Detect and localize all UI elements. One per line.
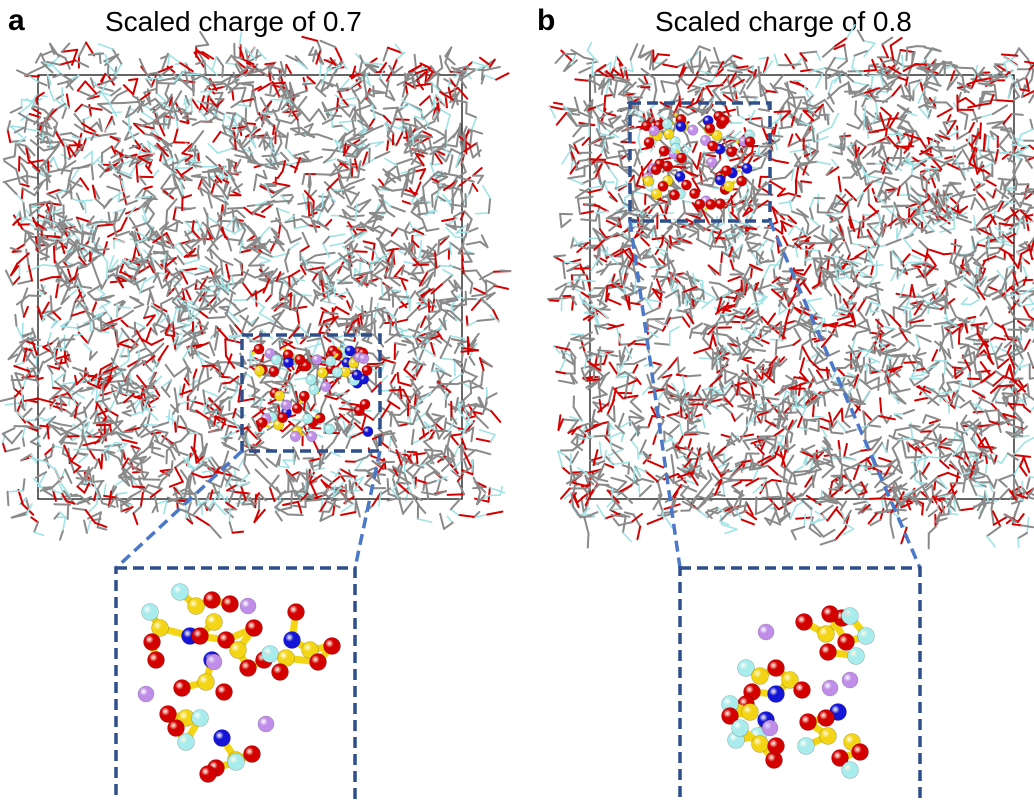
zoom-line-a-left	[114, 449, 244, 570]
panel-title-b: Scaled charge of 0.8	[655, 6, 912, 37]
inset-molecules-a	[137, 583, 341, 783]
zoom-box-a	[240, 333, 382, 453]
zoom-line-b-left	[628, 220, 682, 569]
zoom-line-b-right	[768, 220, 922, 569]
ion-cluster-b	[640, 110, 756, 211]
panel-b	[547, 23, 1034, 800]
panel-letter-a: a	[8, 4, 25, 37]
zoom-box-b	[628, 101, 772, 223]
ion-cluster-a	[251, 343, 374, 442]
inset-molecules-b	[721, 605, 875, 779]
panel-letter-b: b	[537, 4, 556, 37]
solvent-network-b	[547, 23, 1034, 550]
panel-a	[0, 30, 512, 800]
zoom-line-a-right	[353, 450, 382, 569]
panel-title-a: Scaled charge of 0.7	[105, 6, 362, 37]
solvent-network-a	[0, 30, 512, 541]
